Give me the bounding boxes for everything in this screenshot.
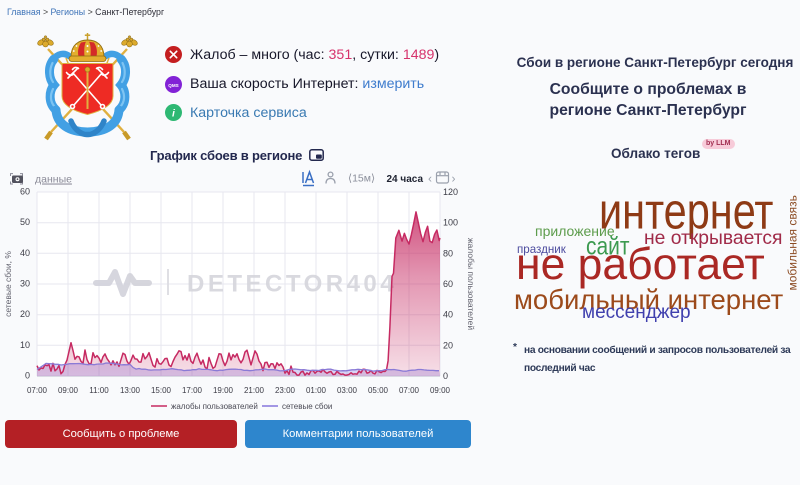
svg-text:19:00: 19:00 <box>213 386 234 395</box>
svg-text:данные: данные <box>35 174 72 186</box>
svg-text:05:00: 05:00 <box>368 386 389 395</box>
svg-text:40: 40 <box>443 310 453 320</box>
svg-text:09:00: 09:00 <box>58 386 79 395</box>
svg-text:0: 0 <box>443 371 448 381</box>
svg-text:15:00: 15:00 <box>151 386 172 395</box>
svg-text:11:00: 11:00 <box>89 386 109 395</box>
svg-text:13:00: 13:00 <box>120 386 141 395</box>
svg-text:30: 30 <box>20 279 30 289</box>
svg-text:20: 20 <box>443 340 453 350</box>
svg-text:‹: ‹ <box>428 172 432 186</box>
svg-text:07:00: 07:00 <box>399 386 420 395</box>
svg-text:23:00: 23:00 <box>275 386 296 395</box>
svg-text:жалобы пользователей: жалобы пользователей <box>171 402 258 411</box>
svg-text:›: › <box>452 172 456 186</box>
svg-text:60: 60 <box>20 187 30 197</box>
svg-text:01:00: 01:00 <box>306 386 327 395</box>
svg-text:21:00: 21:00 <box>244 386 265 395</box>
svg-text:40: 40 <box>20 248 30 258</box>
svg-text:20: 20 <box>20 309 30 319</box>
svg-text:сетевые сбои, %: сетевые сбои, % <box>3 251 13 317</box>
svg-text:17:00: 17:00 <box>182 386 203 395</box>
svg-text:100: 100 <box>443 218 458 228</box>
svg-text:80: 80 <box>443 248 453 258</box>
svg-text:09:00: 09:00 <box>430 386 451 395</box>
svg-text:0: 0 <box>25 371 30 381</box>
svg-text:07:00: 07:00 <box>27 386 48 395</box>
svg-text:QMS: QMS <box>168 82 178 87</box>
svg-text:i: i <box>172 108 176 120</box>
svg-text:жалобы пользователей: жалобы пользователей <box>466 238 476 330</box>
svg-text:03:00: 03:00 <box>337 386 358 395</box>
svg-text:⟨15м⟩: ⟨15м⟩ <box>348 173 375 185</box>
svg-text:10: 10 <box>20 340 30 350</box>
svg-text:120: 120 <box>443 187 458 197</box>
svg-text:DETECTOR404: DETECTOR404 <box>187 271 397 298</box>
svg-text:24 часа: 24 часа <box>387 174 424 185</box>
svg-text:50: 50 <box>20 217 30 227</box>
svg-text:60: 60 <box>443 279 453 289</box>
svg-text:сетевые сбои: сетевые сбои <box>282 402 332 411</box>
